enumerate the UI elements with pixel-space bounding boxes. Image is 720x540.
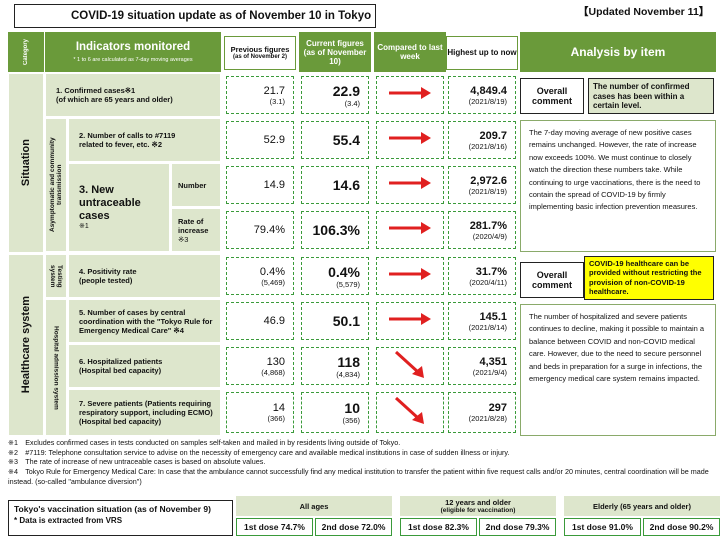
- indicators-header: Indicators monitored * 1 to 6 are calcul…: [45, 32, 221, 72]
- footnote-4: ※4 Tokyo Rule for Emergency Medical Care…: [8, 467, 709, 486]
- previous-header: Previous figures (as of November 2): [224, 36, 296, 70]
- indicator-3-number: Number: [171, 163, 221, 207]
- current-value-4: 106.3%: [301, 211, 369, 249]
- previous-value-4: 79.4%: [226, 211, 294, 249]
- indicator-2: 2. Number of calls to #7119 related to fe…: [68, 118, 221, 162]
- current-value-2: 55.4: [301, 121, 369, 159]
- asymptomatic-subcategory: Asymptomatic and community transmission: [45, 118, 67, 252]
- previous-value-8: 14 (366): [226, 392, 294, 433]
- trend-arrow-1: [376, 76, 444, 114]
- healthcare-overall-comment: COVID-19 healthcare can be provided with…: [584, 256, 714, 300]
- arrow-down-right-icon: [390, 348, 430, 385]
- second-dose-2: 2nd dose 79.3%: [479, 518, 556, 536]
- arrow-right-icon: [385, 218, 435, 243]
- vaccination-title-box: Tokyo's vaccination situation (as of Nov…: [8, 500, 233, 536]
- current-header: Current figures (as of November 10): [299, 32, 371, 72]
- first-dose-2: 1st dose 82.3%: [400, 518, 477, 536]
- current-value-3: 14.6: [301, 166, 369, 204]
- page-title: COVID-19 situation update as of November…: [14, 4, 376, 28]
- highest-value-5: 31.7% (2020/4/11): [448, 257, 516, 295]
- trend-arrow-4: [376, 211, 444, 249]
- highest-value-6: 145.1 (2021/8/14): [448, 302, 516, 340]
- arrow-right-icon: [385, 83, 435, 108]
- second-dose-3: 2nd dose 90.2%: [643, 518, 720, 536]
- healthcare-analysis: The number of hospitalized and severe pa…: [520, 304, 716, 436]
- second-dose-1: 2nd dose 72.0%: [315, 518, 392, 536]
- situation-analysis: The 7-day moving average of new positive…: [520, 120, 716, 252]
- highest-value-2: 209.7 (2021/8/16): [448, 121, 516, 159]
- hospital-subcategory: Hospital admission system: [45, 299, 67, 436]
- footnote-2: ※2 #7119: Telephone consultation service…: [8, 447, 510, 457]
- current-value-7: 118 (4,834): [301, 347, 369, 385]
- situation-overall-comment: The number of confirmed cases has been w…: [588, 78, 714, 114]
- indicator-1: 1. Confirmed cases※1 (of which are 65 yea…: [45, 73, 221, 117]
- vaccination-note: * Data is extracted from VRS: [14, 516, 123, 525]
- trend-arrow-5: [376, 257, 444, 295]
- compared-header: Compared to last week: [374, 32, 446, 72]
- arrow-down-right-icon: [390, 394, 430, 431]
- arrow-right-icon: [385, 309, 435, 334]
- trend-arrow-2: [376, 121, 444, 159]
- indicator-3-rate: Rate of increase ※3: [171, 208, 221, 252]
- indicator-5: 5. Number of cases by central coordinati…: [68, 299, 221, 343]
- footnotes: ※1 Excludes confirmed cases in tests con…: [8, 438, 716, 487]
- highest-value-7: 4,351 (2021/9/4): [448, 347, 516, 385]
- previous-value-6: 46.9: [226, 302, 294, 340]
- current-value-6: 50.1: [301, 302, 369, 340]
- previous-value-2: 52.9: [226, 121, 294, 159]
- situation-overall-label: Overall comment: [520, 78, 584, 114]
- first-dose-1: 1st dose 74.7%: [236, 518, 313, 536]
- vaccination-group-2: 12 years and older (eligible for vaccinat…: [400, 496, 556, 516]
- trend-arrow-7: [376, 347, 444, 385]
- vaccination-group-3: Elderly (65 years and older): [564, 496, 720, 516]
- testing-subcategory: Testing system: [45, 254, 67, 298]
- previous-value-7: 130 (4,868): [226, 347, 294, 385]
- trend-arrow-6: [376, 302, 444, 340]
- analysis-header: Analysis by item: [520, 32, 716, 72]
- indicator-7: 7. Severe patients (Patients requiring r…: [68, 389, 221, 436]
- healthcare-overall-label: Overall comment: [520, 262, 584, 298]
- vaccination-group-1: All ages: [236, 496, 392, 516]
- footnote-3: ※3 The rate of increase of new untraceab…: [8, 457, 266, 467]
- current-value-8: 10 (356): [301, 392, 369, 433]
- highest-value-4: 281.7% (2020/4/9): [448, 211, 516, 249]
- trend-arrow-3: [376, 166, 444, 204]
- category-header: Category: [8, 32, 44, 72]
- arrow-right-icon: [385, 173, 435, 198]
- arrow-right-icon: [385, 264, 435, 289]
- previous-value-5: 0.4% (5,469): [226, 257, 294, 295]
- updated-label: 【Updated November 11】: [578, 6, 710, 18]
- indicator-4: 4. Positivity rate (people tested): [68, 254, 221, 298]
- highest-value-3: 2,972.6 (2021/8/19): [448, 166, 516, 204]
- trend-arrow-8: [376, 392, 444, 433]
- healthcare-category: Healthcare system: [8, 254, 44, 436]
- footnote-1: ※1 Excludes confirmed cases in tests con…: [8, 438, 401, 447]
- current-value-1: 22.9 (3.4): [301, 76, 369, 114]
- indicator-6: 6. Hospitalized patients (Hospital bed ca…: [68, 344, 221, 388]
- indicator-3: 3. New untraceable cases ※1: [68, 163, 170, 252]
- highest-header: Highest up to now: [446, 36, 518, 70]
- arrow-right-icon: [385, 128, 435, 153]
- previous-value-1: 21.7 (3.1): [226, 76, 294, 114]
- highest-value-1: 4,849.4 (2021/8/19): [448, 76, 516, 114]
- situation-category: Situation: [8, 73, 44, 253]
- vaccination-title: Tokyo's vaccination situation (as of Nov…: [14, 504, 211, 514]
- highest-value-8: 297 (2021/8/28): [448, 392, 516, 433]
- current-value-5: 0.4% (5,579): [301, 257, 369, 295]
- first-dose-3: 1st dose 91.0%: [564, 518, 641, 536]
- previous-value-3: 14.9: [226, 166, 294, 204]
